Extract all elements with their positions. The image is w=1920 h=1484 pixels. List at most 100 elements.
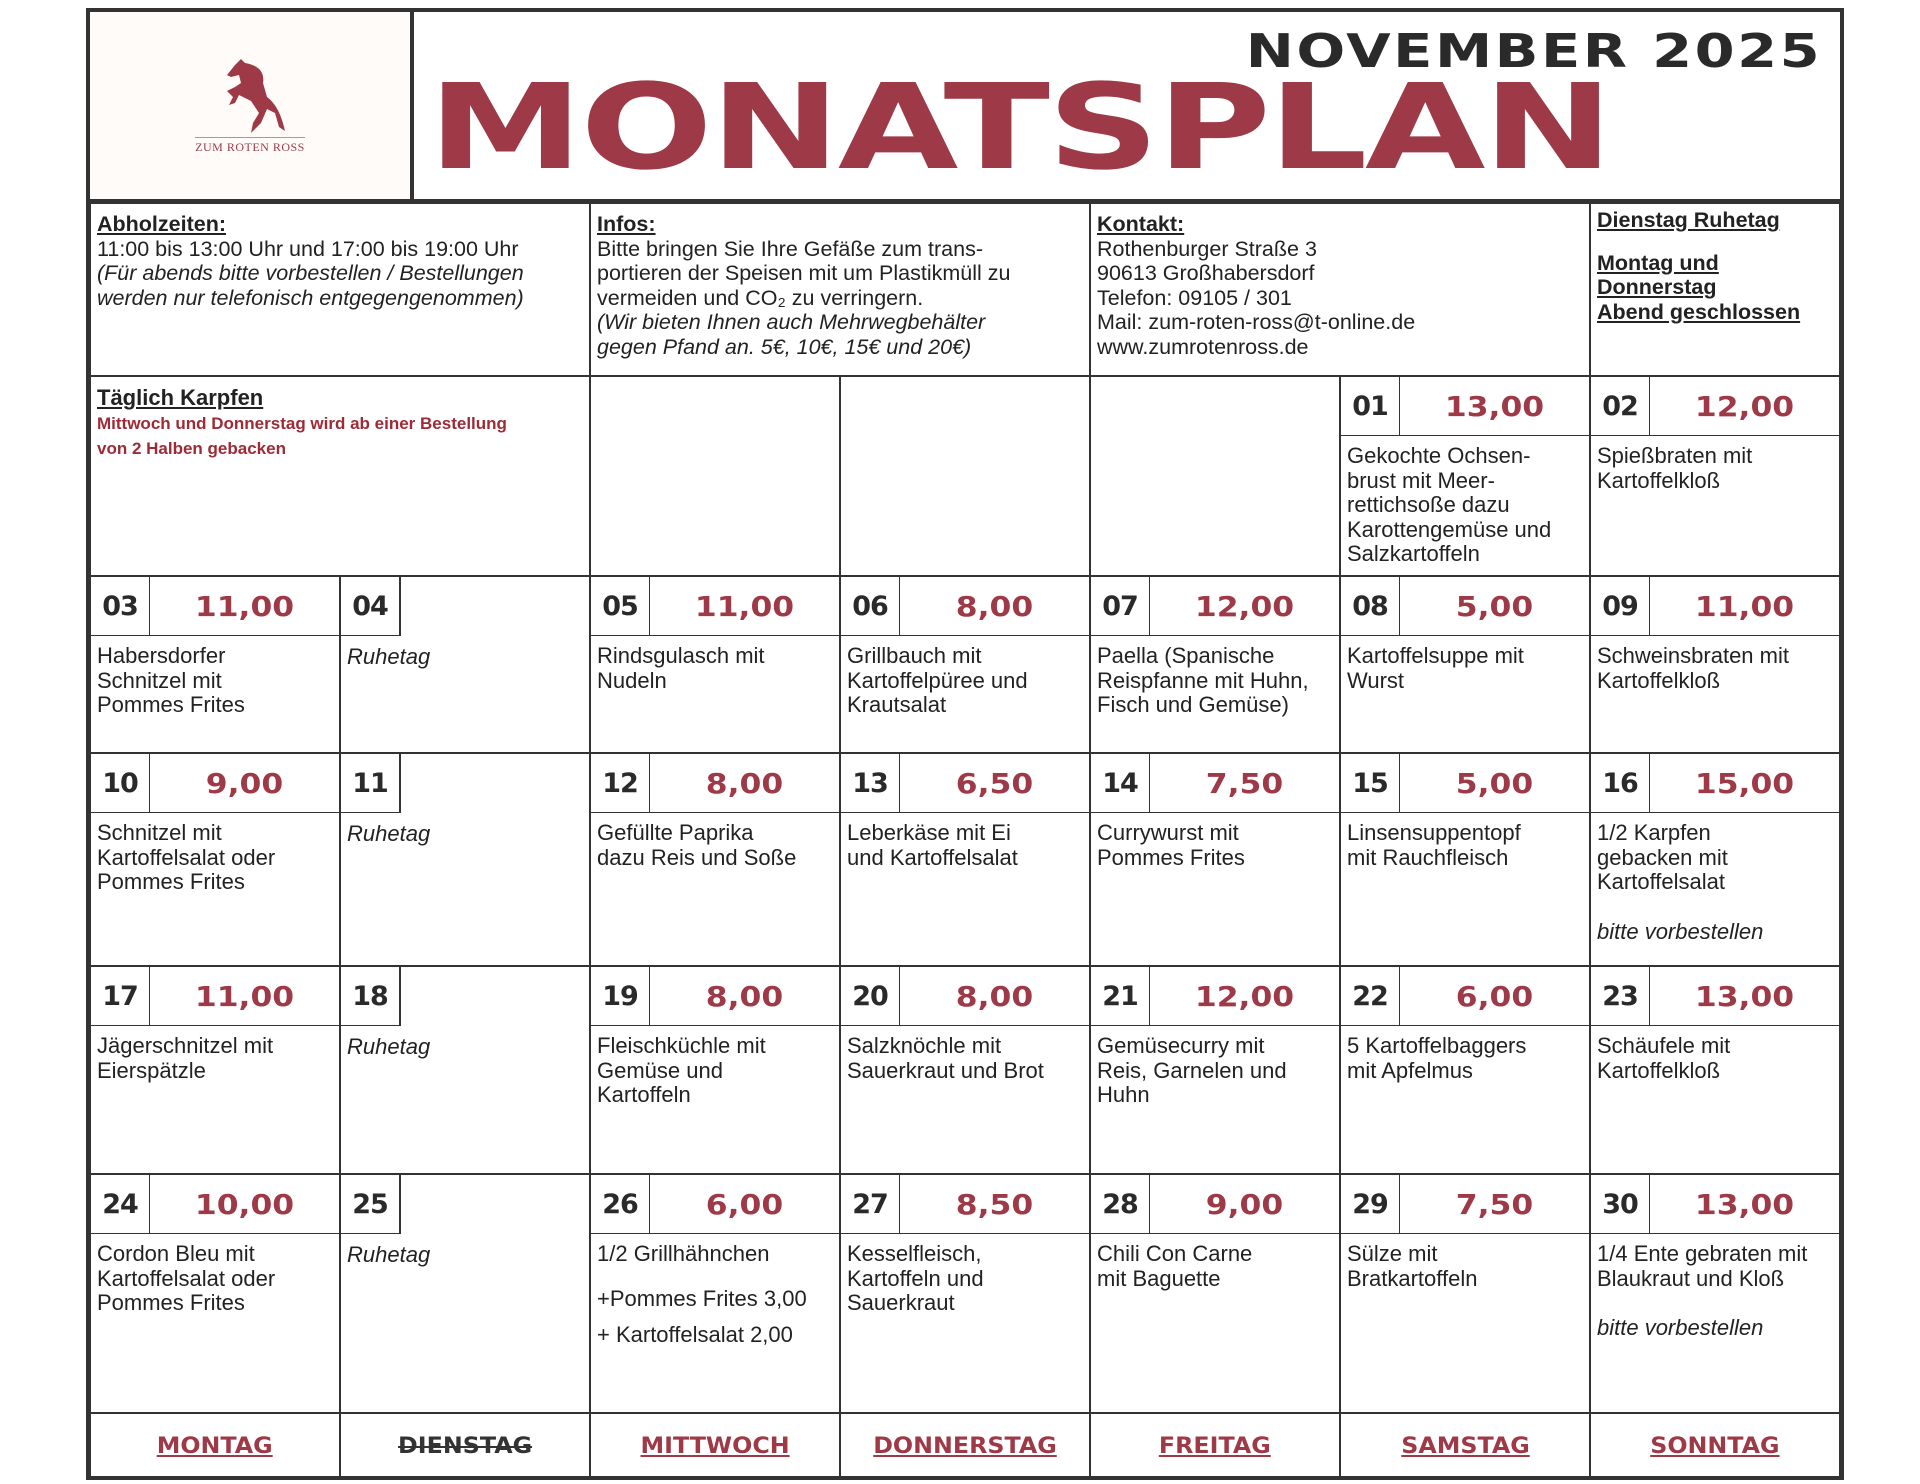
day-header: 25 (341, 1175, 401, 1234)
day-number: 27 (841, 1175, 900, 1233)
dish-text: Gekochte Ochsen- brust mit Meer- rettich… (1347, 443, 1552, 566)
closed-label: Ruhetag (347, 821, 431, 846)
day-cell: 05 11,00 Rindsgulasch mit Nudeln (590, 576, 840, 753)
dish-text: Leberkäse mit Ei und Kartoffelsalat (847, 820, 1018, 870)
day-header: 06 8,00 (841, 577, 1089, 636)
day-header: 07 12,00 (1091, 577, 1339, 636)
logo: ZUM ROTEN ROSS (90, 12, 414, 199)
day-number: 13 (841, 754, 900, 812)
day-price: 6,50 (955, 766, 1034, 800)
day-header: 05 11,00 (591, 577, 839, 636)
dish-text: 1/2 Karpfen gebacken mit Kartoffelsalat (1597, 820, 1728, 894)
day-header: 19 8,00 (591, 967, 839, 1026)
logo-text: ZUM ROTEN ROSS (195, 136, 305, 155)
day-price: 8,00 (955, 979, 1034, 1013)
day-header: 03 11,00 (91, 577, 339, 636)
day-number: 23 (1591, 967, 1650, 1025)
day-cell: 14 7,50 Currywurst mit Pommes Frites (1090, 753, 1340, 966)
month-label: NOVEMBER 2025 (1245, 24, 1822, 78)
dish-text: Gefüllte Paprika dazu Reis und Soße (597, 820, 797, 870)
day-cell: 07 12,00 Paella (Spanische Reispfanne mit … (1090, 576, 1340, 753)
day-header: 15 5,00 (1341, 754, 1589, 813)
contact-mail[interactable]: Mail: zum-roten-ross@t-online.de (1097, 310, 1416, 334)
infos-heading: Infos: (597, 212, 656, 236)
day-number: 21 (1091, 967, 1150, 1025)
day-number: 12 (591, 754, 650, 812)
day-cell: 02 12,00 Spießbraten mit Kartoffelkloß (1590, 376, 1840, 576)
preorder-note: bitte vorbestellen (1597, 918, 1764, 944)
day-price: 13,00 (1694, 979, 1795, 1013)
weekday-footer-mittwoch: MITTWOCH (590, 1413, 840, 1480)
day-cell: 09 11,00 Schweinsbraten mit Kartoffelkloß (1590, 576, 1840, 753)
day-price: 7,50 (1205, 766, 1284, 800)
dish-text: Grillbauch mit Kartoffelpüree und Krauts… (847, 643, 1028, 717)
pickup-text: 11:00 bis 13:00 Uhr und 17:00 bis 19:00 … (97, 236, 519, 261)
contact-web[interactable]: www.zumrotenross.de (1097, 334, 1309, 359)
day-price: 12,00 (1694, 389, 1795, 423)
dish-text: Schweinsbraten mit Kartoffelkloß (1597, 643, 1789, 693)
day-price: 8,50 (955, 1187, 1034, 1221)
day-number: 10 (91, 754, 150, 812)
dish-text: Sülze mit Bratkartoffeln (1347, 1241, 1478, 1291)
dish-text: 1/2 Grillhähnchen (597, 1241, 770, 1266)
day-price: 5,00 (1455, 589, 1534, 623)
day-number: 01 (1341, 377, 1400, 435)
day-number: 20 (841, 967, 900, 1025)
day-number: 06 (841, 577, 900, 635)
weekday-label: SONNTAG (1650, 1434, 1780, 1459)
day-cell: 21 12,00 Gemüsecurry mit Reis, Garnelen un… (1090, 966, 1340, 1174)
dish-text: Jägerschnitzel mit Eierspätzle (97, 1033, 274, 1083)
dish-text: Paella (Spanische Reispfanne mit Huhn, F… (1097, 643, 1309, 717)
header: ZUM ROTEN ROSS NOVEMBER 2025 MONATSPLAN (90, 12, 1840, 199)
day-number: 05 (591, 577, 650, 635)
day-header: 12 8,00 (591, 754, 839, 813)
day-header: 30 13,00 (1591, 1175, 1839, 1234)
day-price: 11,00 (194, 979, 295, 1013)
weekday-footer-dienstag: DIENSTAG (340, 1413, 590, 1480)
day-price: 9,00 (1205, 1187, 1284, 1221)
day-price: 12,00 (1194, 589, 1295, 623)
day-number: 25 (341, 1175, 400, 1233)
empty-cell (590, 376, 840, 576)
day-number: 14 (1091, 754, 1150, 812)
dish-text: Cordon Bleu mit Kartoffelsalat oder Pomm… (97, 1241, 276, 1315)
day-cell: 24 10,00 Cordon Bleu mit Kartoffelsalat od… (90, 1174, 340, 1413)
day-cell: 27 8,50 Kesselfleisch, Kartoffeln und Saue… (840, 1174, 1090, 1413)
day-number: 30 (1591, 1175, 1650, 1233)
dish-text: Spießbraten mit Kartoffelkloß (1597, 443, 1753, 493)
dish-text: Schnitzel mit Kartoffelsalat oder Pommes… (97, 820, 276, 894)
day-cell: 28 9,00 Chili Con Carne mit Baguette (1090, 1174, 1340, 1413)
closed-line-1: Dienstag Ruhetag (1597, 208, 1780, 232)
day-price: 6,00 (1455, 979, 1534, 1013)
day-number: 24 (91, 1175, 150, 1233)
dish-text: 5 Kartoffelbaggers mit Apfelmus (1347, 1033, 1527, 1083)
day-cell: 08 5,00 Kartoffelsuppe mit Wurst (1340, 576, 1590, 753)
day-price: 5,00 (1455, 766, 1534, 800)
infos: Infos: Bitte bringen Sie Ihre Gefäße zum… (590, 203, 1090, 376)
dish-extra: + Kartoffelsalat 2,00 (597, 1322, 793, 1347)
closed-line-2: Montag und Donnerstag Abend geschlossen (1597, 250, 1801, 324)
day-number: 19 (591, 967, 650, 1025)
day-header: 14 7,50 (1091, 754, 1339, 813)
dish-text: Linsensuppentopf mit Rauchfleisch (1347, 820, 1521, 870)
day-number: 18 (341, 967, 400, 1025)
day-cell: 19 8,00 Fleischküchle mit Gemüse und Karto… (590, 966, 840, 1174)
day-number: 29 (1341, 1175, 1400, 1233)
day-cell: 22 6,00 5 Kartoffelbaggers mit Apfelmus (1340, 966, 1590, 1174)
day-number: 28 (1091, 1175, 1150, 1233)
contact-phone[interactable]: Telefon: 09105 / 301 (1097, 285, 1292, 310)
day-price: 8,00 (955, 589, 1034, 623)
karpfen-heading: Täglich Karpfen (97, 385, 264, 410)
day-header: 23 13,00 (1591, 967, 1839, 1026)
day-price: 11,00 (194, 589, 295, 623)
day-header: 16 15,00 (1591, 754, 1839, 813)
day-price: 8,00 (705, 979, 784, 1013)
day-price: 7,50 (1455, 1187, 1534, 1221)
day-price: 6,00 (705, 1187, 784, 1221)
day-cell: 10 9,00 Schnitzel mit Kartoffelsalat oder … (90, 753, 340, 966)
weekday-footer-donnerstag: DONNERSTAG (840, 1413, 1090, 1480)
calendar-grid: Täglich Karpfen Mittwoch und Donnerstag w… (90, 376, 1840, 1480)
day-header: 01 13,00 (1341, 377, 1589, 436)
day-number: 15 (1341, 754, 1400, 812)
dish-text: Chili Con Carne mit Baguette (1097, 1241, 1253, 1291)
